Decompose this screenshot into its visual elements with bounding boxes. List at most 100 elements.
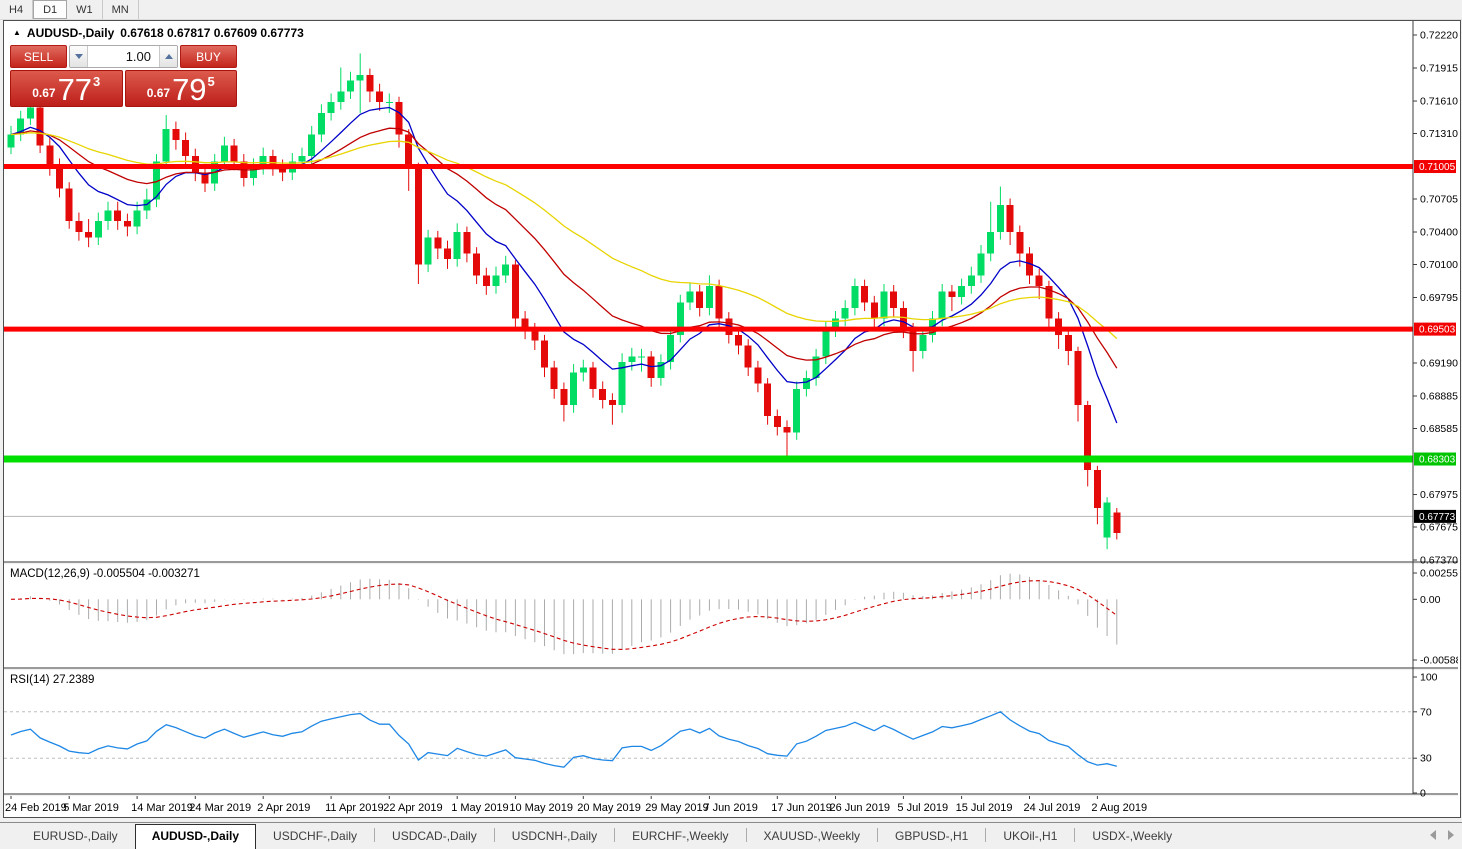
price-tick-label: 0.71310: [1420, 128, 1458, 140]
date-tick-label: 5 Jul 2019: [897, 802, 948, 814]
date-tick-label: 20 May 2019: [577, 802, 641, 814]
price-tick-label: 0.71915: [1420, 63, 1458, 75]
date-tick-label: 24 Jul 2019: [1024, 802, 1081, 814]
sell-button[interactable]: SELL: [10, 45, 67, 68]
price-tick-label: 0.70400: [1420, 227, 1458, 239]
chevron-down-icon: [74, 54, 83, 59]
macd-tick-label: 0.002553: [1420, 568, 1458, 580]
date-tick-label: 14 Mar 2019: [131, 802, 193, 814]
date-tick-label: 17 Jun 2019: [771, 802, 832, 814]
volume-input[interactable]: [88, 46, 159, 67]
chart-title: ▲ AUDUSD-,Daily 0.67618 0.67817 0.67609 …: [13, 26, 304, 40]
tab-separator: [374, 828, 376, 842]
buy-button[interactable]: BUY: [180, 45, 237, 68]
candles: [7, 53, 1121, 550]
price-tick-label: 0.69795: [1420, 292, 1458, 304]
price-tick-label: 0.67975: [1420, 489, 1458, 501]
date-tick-label: 26 Jun 2019: [830, 802, 891, 814]
volume-stepper: [69, 45, 178, 68]
ma-medium-red: [10, 127, 1118, 369]
date-tick-label: 1 May 2019: [451, 802, 508, 814]
rsi-tick-label: 0: [1420, 788, 1426, 800]
tab-scroll-controls: [1430, 830, 1454, 840]
buy-price-box[interactable]: 0.67 79 5: [124, 70, 237, 107]
date-tick-label: 5 Mar 2019: [63, 802, 119, 814]
buy-price-sup: 5: [207, 74, 215, 89]
chart-tab-ukoil-h1[interactable]: UKOil-,H1: [1003, 829, 1058, 843]
price-tick-label: 0.72220: [1420, 30, 1458, 42]
timeframe-button-w1[interactable]: W1: [67, 0, 103, 19]
chart-tab-usdcnh-daily[interactable]: USDCNH-,Daily: [511, 829, 598, 843]
chart-window: 0.72220 0.71915 0.71610 0.71310 0.70705 0.704…: [3, 20, 1461, 818]
volume-increase-button[interactable]: [159, 46, 177, 67]
chart-symbol-label: AUDUSD-,Daily: [26, 26, 115, 40]
tab-separator: [614, 828, 616, 842]
macd-caption: MACD(12,26,9) -0.005504 -0.003271: [10, 568, 200, 580]
date-tick-label: 15 Jul 2019: [956, 802, 1013, 814]
price-tick-label: 0.67370: [1420, 555, 1458, 567]
price-tick-label: 0.70705: [1420, 193, 1458, 205]
timeframe-toolbar: H4 D1 W1 MN: [0, 0, 1462, 20]
buy-price-prefix: 0.67: [146, 86, 171, 100]
rsi-tick-label: 100: [1420, 672, 1438, 684]
rsi-pane: [4, 711, 1413, 768]
buy-price-main: 79: [172, 72, 207, 107]
chart-tab-usdchf-daily[interactable]: USDCHF-,Daily: [273, 829, 358, 843]
resistance-line-label: 0.71005: [1419, 162, 1456, 173]
price-tick-label: 0.68885: [1420, 391, 1458, 403]
chart-tab-usdx-weekly[interactable]: USDX-,Weekly: [1092, 829, 1173, 843]
macd-tick-label: -0.005888: [1420, 655, 1458, 667]
chart-tab-audusd-daily[interactable]: AUDUSD-,Daily: [134, 824, 257, 849]
tab-separator: [877, 828, 878, 842]
timeframe-button-h4[interactable]: H4: [0, 0, 34, 19]
tab-scroll-right-icon[interactable]: [1448, 830, 1454, 840]
tab-separator: [985, 828, 987, 842]
macd-tick-label: 0.00: [1420, 594, 1441, 606]
date-tick-label: 7 Jun 2019: [703, 802, 757, 814]
date-tick-label: 29 May 2019: [645, 802, 709, 814]
rsi-tick-label: 30: [1420, 753, 1432, 765]
tab-scroll-left-icon[interactable]: [1430, 830, 1436, 840]
price-tick-label: 0.68585: [1420, 423, 1458, 435]
tab-separator: [493, 828, 495, 842]
macd-signal-line: [10, 580, 1118, 650]
timeframe-button-mn[interactable]: MN: [103, 0, 139, 19]
support-resistance-line-label: 0.69503: [1419, 325, 1456, 336]
date-tick-label: 24 Mar 2019: [189, 802, 251, 814]
price-axis: 0.72220 0.71915 0.71610 0.71310 0.70705 0.704…: [1412, 21, 1458, 800]
sell-price-prefix: 0.67: [32, 86, 56, 100]
trend-up-icon: ▲: [13, 27, 21, 37]
price-chart[interactable]: 0.72220 0.71915 0.71610 0.71310 0.70705 0.704…: [4, 21, 1458, 815]
volume-decrease-button[interactable]: [70, 46, 88, 67]
ma-slow-yellow: [10, 132, 1118, 340]
chart-tab-eurusd-daily[interactable]: EURUSD-,Daily: [33, 829, 118, 843]
sell-price-sup: 3: [93, 74, 101, 89]
price-tick-label: 0.71610: [1420, 96, 1458, 108]
date-tick-label: 2 Apr 2019: [257, 802, 310, 814]
rsi-line: [10, 711, 1117, 768]
price-tick-label: 0.69190: [1420, 357, 1458, 369]
chart-tab-usdcad-daily[interactable]: USDCAD-,Daily: [392, 829, 477, 843]
price-tick-label: 0.67675: [1420, 521, 1458, 533]
date-tick-label: 10 May 2019: [509, 802, 573, 814]
tab-separator: [1074, 828, 1076, 842]
date-tick-label: 2 Aug 2019: [1091, 802, 1147, 814]
chart-tab-eurchf-weekly[interactable]: EURCHF-,Weekly: [632, 829, 729, 843]
chart-ohlc-values: 0.67618 0.67817 0.67609 0.67773: [120, 26, 304, 40]
sell-price-box[interactable]: 0.67 77 3: [10, 70, 123, 107]
timeframe-button-d1[interactable]: D1: [33, 0, 68, 19]
ma-fast-blue: [10, 106, 1118, 424]
main-price-pane: [4, 53, 1413, 550]
chart-tab-bar: EURUSD-,Daily AUDUSD-,Daily USDCHF-,Daily U…: [0, 822, 1462, 849]
date-tick-label: 11 Apr 2019: [325, 802, 384, 814]
date-tick-label: 22 Apr 2019: [383, 802, 442, 814]
chevron-up-icon: [164, 54, 173, 59]
chart-tab-xauusd-weekly[interactable]: XAUUSD-,Weekly: [763, 829, 860, 843]
date-tick-label: 24 Feb 2019: [5, 802, 67, 814]
chart-tab-gbpusd-h1[interactable]: GBPUSD-,H1: [895, 829, 969, 843]
price-tick-label: 0.70100: [1420, 259, 1458, 271]
tab-separator: [745, 828, 747, 842]
bid-price-line-label: 0.67773: [1419, 512, 1456, 523]
